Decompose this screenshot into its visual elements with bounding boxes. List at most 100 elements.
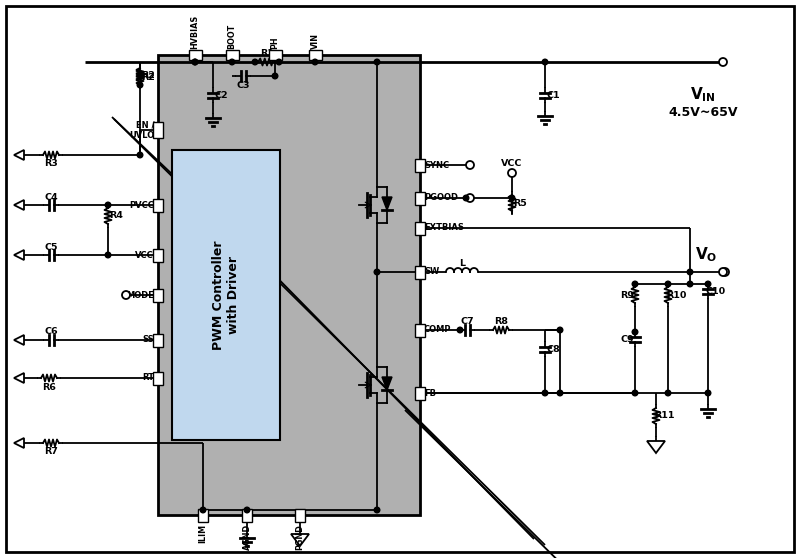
Bar [269,50,282,60]
Circle shape [721,268,729,276]
Circle shape [229,59,235,65]
Circle shape [252,59,258,65]
Bar [295,508,305,522]
Text: R10: R10 [666,291,686,300]
Text: 4.5V~65V: 4.5V~65V [668,107,738,119]
Polygon shape [14,438,24,448]
Circle shape [632,390,638,396]
Bar [415,387,425,400]
Polygon shape [14,200,24,210]
Text: C1: C1 [546,90,560,99]
Bar [226,50,238,60]
Circle shape [719,58,727,66]
Text: C10: C10 [706,286,726,296]
Bar [153,288,163,301]
Text: C7: C7 [460,318,474,326]
Text: R5: R5 [513,199,527,208]
Text: R1: R1 [260,50,274,59]
Circle shape [687,281,693,287]
Text: C6: C6 [44,328,58,336]
Circle shape [192,59,198,65]
Circle shape [458,327,462,333]
Bar [198,508,208,522]
Text: R6: R6 [42,382,56,392]
Bar [415,158,425,171]
Circle shape [558,327,562,333]
Bar [153,334,163,347]
Text: PGOOD: PGOOD [424,194,458,203]
Text: L: L [459,259,465,268]
Text: PVCC: PVCC [129,200,154,209]
Text: MODE: MODE [126,291,154,300]
Text: VCC: VCC [502,159,522,168]
Text: HVBIAS: HVBIAS [190,15,199,49]
Text: C2: C2 [214,90,228,99]
Circle shape [509,195,515,201]
Bar [415,222,425,234]
Text: R9: R9 [620,291,634,300]
Bar [153,122,163,138]
Circle shape [374,59,380,65]
Text: $\mathbf{V_O}$: $\mathbf{V_O}$ [695,246,718,264]
Circle shape [106,252,110,258]
Circle shape [706,281,710,287]
Text: ILIM: ILIM [198,524,207,543]
Polygon shape [14,373,24,383]
Text: SS: SS [142,335,154,344]
Text: C9: C9 [620,334,634,344]
Polygon shape [382,377,392,390]
Text: R4: R4 [109,211,123,220]
Circle shape [719,268,727,276]
Text: R11: R11 [654,411,674,421]
Circle shape [138,152,143,158]
Circle shape [244,507,250,513]
Circle shape [542,59,548,65]
Circle shape [272,73,278,79]
Circle shape [687,269,693,275]
Circle shape [666,281,670,287]
Circle shape [312,59,318,65]
Bar [415,324,425,336]
Circle shape [192,59,198,65]
Text: C3: C3 [236,80,250,89]
Text: AGND: AGND [242,524,251,550]
Text: FB: FB [424,388,436,397]
Text: BOOT: BOOT [227,24,237,49]
Polygon shape [291,534,309,546]
Polygon shape [647,441,665,453]
Circle shape [200,507,206,513]
Bar [415,191,425,204]
Text: COMP: COMP [424,325,451,334]
Text: R7: R7 [44,448,58,456]
Circle shape [632,329,638,335]
Text: VCC: VCC [135,251,154,259]
Bar [189,50,202,60]
Circle shape [463,195,469,201]
Text: R2: R2 [141,70,155,79]
Bar [158,55,420,515]
Text: R2: R2 [141,73,155,81]
Circle shape [558,390,562,396]
Text: PWM Controller
with Driver: PWM Controller with Driver [212,240,240,350]
Polygon shape [14,150,24,160]
Text: C4: C4 [44,193,58,201]
Circle shape [374,269,380,275]
Circle shape [138,82,143,88]
Text: R8: R8 [494,318,508,326]
Bar [153,372,163,384]
Circle shape [122,291,130,299]
Circle shape [508,169,516,177]
Circle shape [466,161,474,169]
Text: EN /
UVLO: EN / UVLO [129,121,154,140]
Circle shape [276,59,282,65]
Circle shape [666,390,670,396]
Bar [153,199,163,211]
Polygon shape [14,335,24,345]
Text: R3: R3 [44,160,58,169]
Text: PH: PH [270,36,279,49]
Text: RT: RT [142,373,154,382]
Text: $\mathbf{V_{IN}}$: $\mathbf{V_{IN}}$ [690,85,716,104]
Bar [172,150,280,440]
Text: SYNC: SYNC [424,161,449,170]
Circle shape [374,507,380,513]
